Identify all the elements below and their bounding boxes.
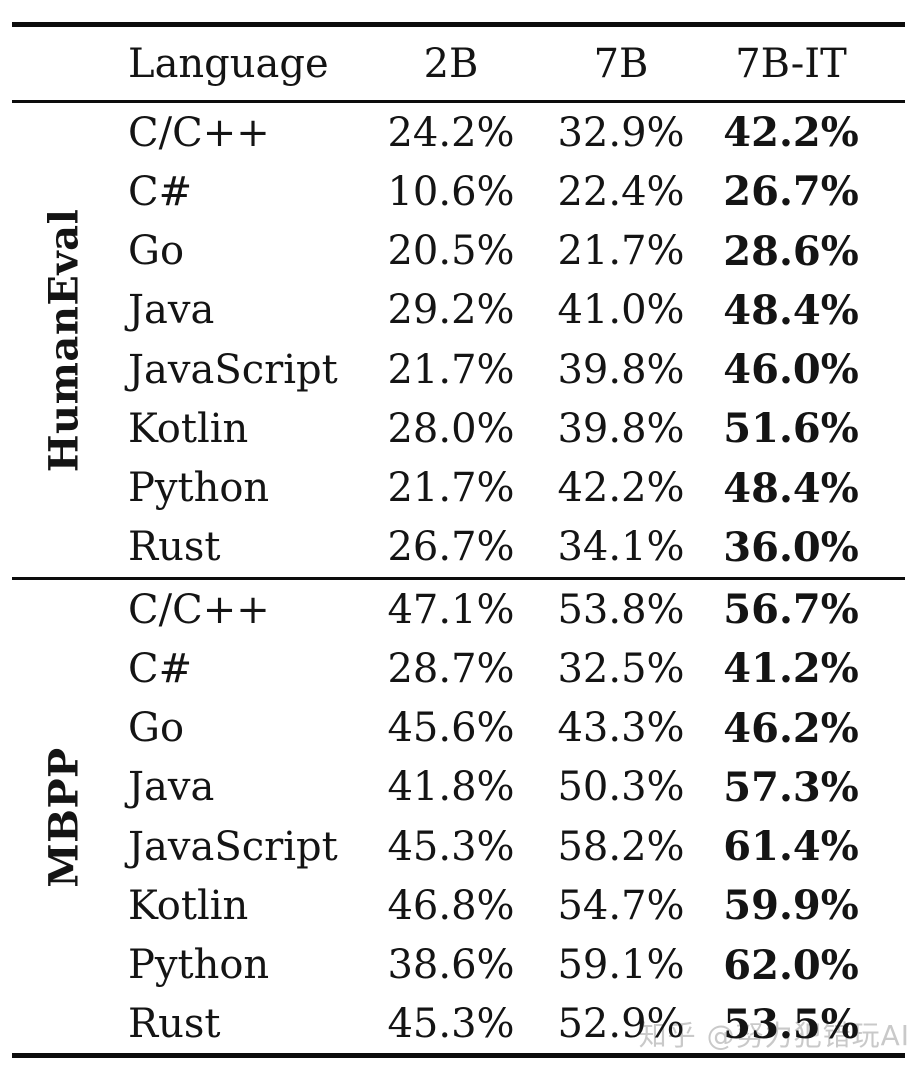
value-cell-7b-it: 51.6%	[723, 405, 859, 453]
value-cell-2b: 45.6%	[387, 705, 515, 752]
table-row: Java 41.8% 50.3% 57.3%	[116, 758, 905, 817]
table-top-rule	[12, 22, 905, 27]
header-language: Language	[128, 40, 329, 87]
value-cell-7b: 22.4%	[557, 168, 685, 215]
value-cell-2b: 21.7%	[387, 465, 515, 512]
language-cell: Java	[128, 764, 215, 811]
table-row: Python 21.7% 42.2% 48.4%	[116, 459, 905, 518]
language-cell: Kotlin	[128, 882, 249, 929]
value-cell-7b: 39.8%	[557, 346, 685, 393]
mbpp-rows: C/C++ 47.1% 53.8% 56.7% C# 28.7% 32.5% 4…	[116, 580, 905, 1054]
table-row: C# 28.7% 32.5% 41.2%	[116, 639, 905, 698]
value-cell-7b-it: 28.6%	[723, 227, 859, 275]
table-row: JavaScript 45.3% 58.2% 61.4%	[116, 817, 905, 876]
header-2b: 2B	[423, 40, 479, 87]
humaneval-rows: C/C++ 24.2% 32.9% 42.2% C# 10.6% 22.4% 2…	[116, 103, 905, 577]
header-7b-it: 7B-IT	[735, 40, 847, 87]
zhihu-watermark: 知乎 @努力犯错玩AI	[638, 1019, 910, 1052]
value-cell-2b: 29.2%	[387, 287, 515, 334]
value-cell-2b: 21.7%	[387, 346, 515, 393]
value-cell-2b: 28.7%	[387, 645, 515, 692]
header-divider-rule	[12, 100, 905, 103]
value-cell-2b: 45.3%	[387, 1001, 515, 1048]
language-cell: JavaScript	[128, 823, 338, 870]
language-cell: Python	[128, 942, 270, 989]
value-cell-7b: 41.0%	[557, 287, 685, 334]
value-cell-7b-it: 62.0%	[723, 941, 859, 989]
value-cell-7b: 21.7%	[557, 228, 685, 275]
value-cell-7b: 53.8%	[557, 586, 685, 633]
table-row: C/C++ 47.1% 53.8% 56.7%	[116, 580, 905, 639]
section-humaneval: HumanEval C/C++ 24.2% 32.9% 42.2% C# 10.…	[12, 103, 905, 577]
language-cell: C#	[128, 168, 193, 215]
language-cell: Rust	[128, 524, 221, 571]
value-cell-7b-it: 36.0%	[723, 523, 859, 571]
value-cell-7b: 39.8%	[557, 405, 685, 452]
value-cell-2b: 26.7%	[387, 524, 515, 571]
value-cell-7b-it: 59.9%	[723, 882, 859, 930]
table-row: JavaScript 21.7% 39.8% 46.0%	[116, 340, 905, 399]
value-cell-7b: 32.5%	[557, 645, 685, 692]
value-cell-2b: 24.2%	[387, 109, 515, 156]
language-cell: Java	[128, 287, 215, 334]
table-row: C/C++ 24.2% 32.9% 42.2%	[116, 103, 905, 162]
value-cell-7b-it: 46.0%	[723, 346, 859, 394]
value-cell-7b-it: 61.4%	[723, 823, 859, 871]
language-cell: C#	[128, 645, 193, 692]
value-cell-2b: 46.8%	[387, 882, 515, 929]
value-cell-2b: 41.8%	[387, 764, 515, 811]
value-cell-7b-it: 46.2%	[723, 704, 859, 752]
value-cell-2b: 47.1%	[387, 586, 515, 633]
value-cell-7b-it: 41.2%	[723, 645, 859, 693]
value-cell-7b: 43.3%	[557, 705, 685, 752]
value-cell-7b: 58.2%	[557, 823, 685, 870]
value-cell-2b: 20.5%	[387, 228, 515, 275]
value-cell-7b: 54.7%	[557, 882, 685, 929]
section-label-humaneval: HumanEval	[12, 103, 116, 577]
value-cell-7b: 50.3%	[557, 764, 685, 811]
value-cell-7b-it: 53.5%	[723, 1000, 859, 1048]
table-row: Go 45.6% 43.3% 46.2%	[116, 699, 905, 758]
table-row: Kotlin 46.8% 54.7% 59.9%	[116, 876, 905, 935]
value-cell-7b: 32.9%	[557, 109, 685, 156]
value-cell-2b: 28.0%	[387, 405, 515, 452]
table-row: Python 38.6% 59.1% 62.0%	[116, 936, 905, 995]
value-cell-7b: 42.2%	[557, 465, 685, 512]
value-cell-7b-it: 57.3%	[723, 763, 859, 811]
value-cell-7b-it: 56.7%	[723, 586, 859, 634]
table-row: Rust 26.7% 34.1% 36.0%	[116, 518, 905, 577]
section-label-text: MBPP	[40, 746, 88, 888]
table-bottom-rule	[12, 1053, 905, 1058]
language-cell: Go	[128, 228, 185, 275]
language-cell: Rust	[128, 1001, 221, 1048]
value-cell-2b: 10.6%	[387, 168, 515, 215]
table-row: C# 10.6% 22.4% 26.7%	[116, 162, 905, 221]
table-row: Go 20.5% 21.7% 28.6%	[116, 222, 905, 281]
language-cell: Kotlin	[128, 405, 249, 452]
table-row: Java 29.2% 41.0% 48.4%	[116, 281, 905, 340]
value-cell-2b: 45.3%	[387, 823, 515, 870]
value-cell-7b: 34.1%	[557, 524, 685, 571]
table-row: Rust 45.3% 52.9% 53.5%	[116, 995, 905, 1054]
language-cell: Go	[128, 705, 185, 752]
header-7b: 7B	[593, 40, 649, 87]
language-cell: Python	[128, 465, 270, 512]
language-cell: C/C++	[128, 586, 270, 633]
section-mbpp: MBPP C/C++ 47.1% 53.8% 56.7% C# 28.7% 32…	[12, 580, 905, 1054]
value-cell-7b-it: 48.4%	[723, 464, 859, 512]
table-header-row: Language 2B 7B 7B-IT	[12, 27, 905, 100]
value-cell-2b: 38.6%	[387, 942, 515, 989]
section-label-mbpp: MBPP	[12, 580, 116, 1054]
value-cell-7b-it: 26.7%	[723, 168, 859, 216]
table-row: Kotlin 28.0% 39.8% 51.6%	[116, 399, 905, 458]
value-cell-7b-it: 48.4%	[723, 286, 859, 334]
value-cell-7b: 59.1%	[557, 942, 685, 989]
language-cell: C/C++	[128, 109, 270, 156]
value-cell-7b: 52.9%	[557, 1001, 685, 1048]
section-label-text: HumanEval	[40, 208, 88, 472]
value-cell-7b-it: 42.2%	[723, 109, 859, 157]
section-divider-rule	[12, 577, 905, 580]
language-cell: JavaScript	[128, 346, 338, 393]
